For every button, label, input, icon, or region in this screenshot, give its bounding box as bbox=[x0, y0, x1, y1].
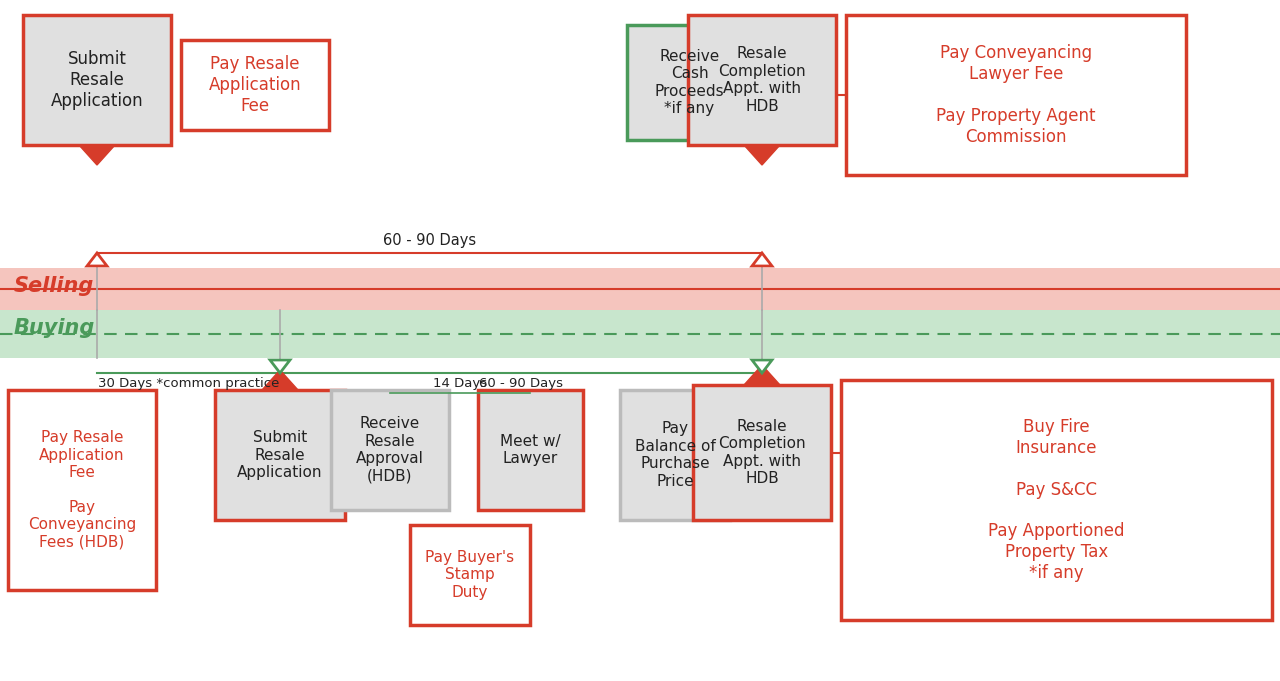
FancyBboxPatch shape bbox=[180, 40, 329, 130]
Text: Buy Fire
Insurance

Pay S&CC

Pay Apportioned
Property Tax
*if any: Buy Fire Insurance Pay S&CC Pay Apportio… bbox=[988, 418, 1125, 582]
FancyBboxPatch shape bbox=[0, 268, 1280, 310]
FancyBboxPatch shape bbox=[846, 15, 1187, 175]
FancyBboxPatch shape bbox=[215, 390, 346, 520]
Text: Submit
Resale
Application: Submit Resale Application bbox=[237, 430, 323, 480]
Text: Pay Conveyancing
Lawyer Fee

Pay Property Agent
Commission: Pay Conveyancing Lawyer Fee Pay Property… bbox=[936, 44, 1096, 146]
FancyBboxPatch shape bbox=[477, 390, 582, 510]
Polygon shape bbox=[270, 360, 291, 373]
FancyBboxPatch shape bbox=[620, 390, 730, 520]
FancyBboxPatch shape bbox=[8, 390, 156, 590]
Polygon shape bbox=[753, 360, 772, 373]
Text: Resale
Completion
Appt. with
HDB: Resale Completion Appt. with HDB bbox=[718, 46, 806, 114]
Text: Receive
Cash
Proceeds
*if any: Receive Cash Proceeds *if any bbox=[654, 49, 724, 116]
Polygon shape bbox=[744, 365, 780, 385]
Text: Receive
Resale
Approval
(HDB): Receive Resale Approval (HDB) bbox=[356, 416, 424, 484]
Text: Buying: Buying bbox=[14, 318, 96, 338]
Text: Pay Resale
Application
Fee

Pay
Conveyancing
Fees (HDB): Pay Resale Application Fee Pay Conveyanc… bbox=[28, 430, 136, 550]
FancyBboxPatch shape bbox=[841, 380, 1272, 620]
Text: 14 Days: 14 Days bbox=[433, 377, 488, 390]
Text: Selling: Selling bbox=[14, 276, 95, 296]
Text: Submit
Resale
Application: Submit Resale Application bbox=[51, 50, 143, 110]
Polygon shape bbox=[87, 253, 108, 266]
Text: Meet w/
Lawyer: Meet w/ Lawyer bbox=[499, 434, 561, 466]
FancyBboxPatch shape bbox=[23, 15, 172, 145]
FancyBboxPatch shape bbox=[332, 390, 449, 510]
Text: 30 Days *common practice: 30 Days *common practice bbox=[97, 377, 279, 390]
Text: 60 - 90 Days: 60 - 90 Days bbox=[383, 233, 476, 248]
FancyBboxPatch shape bbox=[689, 15, 836, 145]
FancyBboxPatch shape bbox=[0, 310, 1280, 358]
Text: Pay
Balance of
Purchase
Price: Pay Balance of Purchase Price bbox=[635, 422, 716, 488]
FancyBboxPatch shape bbox=[410, 525, 530, 625]
Polygon shape bbox=[744, 145, 780, 165]
Text: Pay Buyer's
Stamp
Duty: Pay Buyer's Stamp Duty bbox=[425, 550, 515, 600]
FancyBboxPatch shape bbox=[627, 25, 753, 140]
Text: Resale
Completion
Appt. with
HDB: Resale Completion Appt. with HDB bbox=[718, 419, 806, 486]
Text: 60 - 90 Days: 60 - 90 Days bbox=[479, 377, 563, 390]
Text: Pay Resale
Application
Fee: Pay Resale Application Fee bbox=[209, 55, 301, 115]
Polygon shape bbox=[79, 145, 115, 165]
FancyBboxPatch shape bbox=[692, 385, 831, 520]
Polygon shape bbox=[753, 253, 772, 266]
Polygon shape bbox=[262, 370, 298, 390]
